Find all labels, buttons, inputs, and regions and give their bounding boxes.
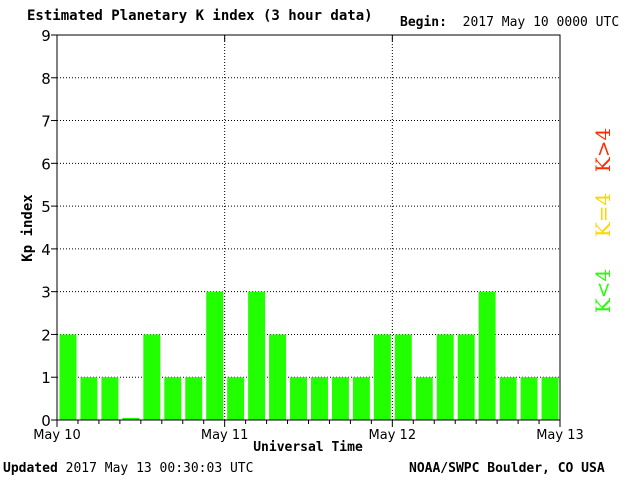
y-tick-label: 1 — [41, 369, 51, 387]
y-tick-label: 6 — [41, 155, 51, 173]
y-tick-label: 7 — [41, 113, 51, 131]
kp-bar — [373, 334, 391, 420]
chart-title: Estimated Planetary K index (3 hour data… — [27, 8, 373, 24]
kp-bar — [206, 291, 224, 420]
y-tick-label: 3 — [41, 284, 51, 302]
kp-bar — [122, 417, 140, 420]
kp-bar — [185, 377, 203, 420]
kp-bar — [164, 377, 182, 420]
kp-bar — [520, 377, 538, 420]
kp-bar — [101, 377, 119, 420]
kp-bar — [415, 377, 433, 420]
legend-equal-4: K=4 — [591, 192, 615, 238]
kp-bar — [80, 377, 98, 420]
x-axis-title: Universal Time — [253, 440, 363, 455]
updated-label: Updated — [3, 461, 58, 476]
updated-value: 2017 May 13 00:30:03 UTC — [65, 461, 254, 476]
x-day-label: May 12 — [369, 428, 417, 443]
kp-bar — [269, 334, 287, 420]
kp-bar — [59, 334, 77, 420]
kp-bar — [394, 334, 412, 420]
kp-bar — [248, 291, 266, 420]
kp-bar — [499, 377, 517, 420]
kp-bar — [331, 377, 349, 420]
kp-bar — [541, 377, 559, 420]
kp-bar — [311, 377, 328, 420]
legend-below-4: K<4 — [591, 268, 615, 314]
y-tick-label: 2 — [41, 326, 51, 344]
x-day-label: May 10 — [33, 428, 81, 443]
y-tick-label: 8 — [41, 70, 51, 88]
y-tick-label: 5 — [41, 198, 51, 216]
kp-bar — [290, 377, 307, 420]
kp-bar — [457, 334, 475, 420]
kp-bar — [478, 291, 496, 420]
x-day-label: May 13 — [536, 428, 584, 443]
y-tick-label: 4 — [41, 241, 51, 259]
source-credit: NOAA/SWPC Boulder, CO USA — [409, 461, 605, 476]
kp-bar — [352, 377, 370, 420]
y-axis-label: Kp index — [20, 194, 36, 262]
updated-info: Updated 2017 May 13 00:30:03 UTC — [3, 461, 253, 476]
kp-bar — [436, 334, 454, 420]
begin-value: 2017 May 10 0000 UTC — [462, 15, 620, 30]
begin-label: Begin: — [400, 15, 447, 30]
legend-above-4: K>4 — [591, 127, 615, 173]
x-day-label: May 11 — [201, 428, 249, 443]
y-tick-label: 9 — [41, 27, 51, 45]
y-tick-label: 0 — [41, 412, 51, 430]
begin-info: Begin: 2017 May 10 0000 UTC — [400, 15, 619, 30]
kp-bar — [143, 334, 161, 420]
kp-bar — [227, 377, 245, 420]
